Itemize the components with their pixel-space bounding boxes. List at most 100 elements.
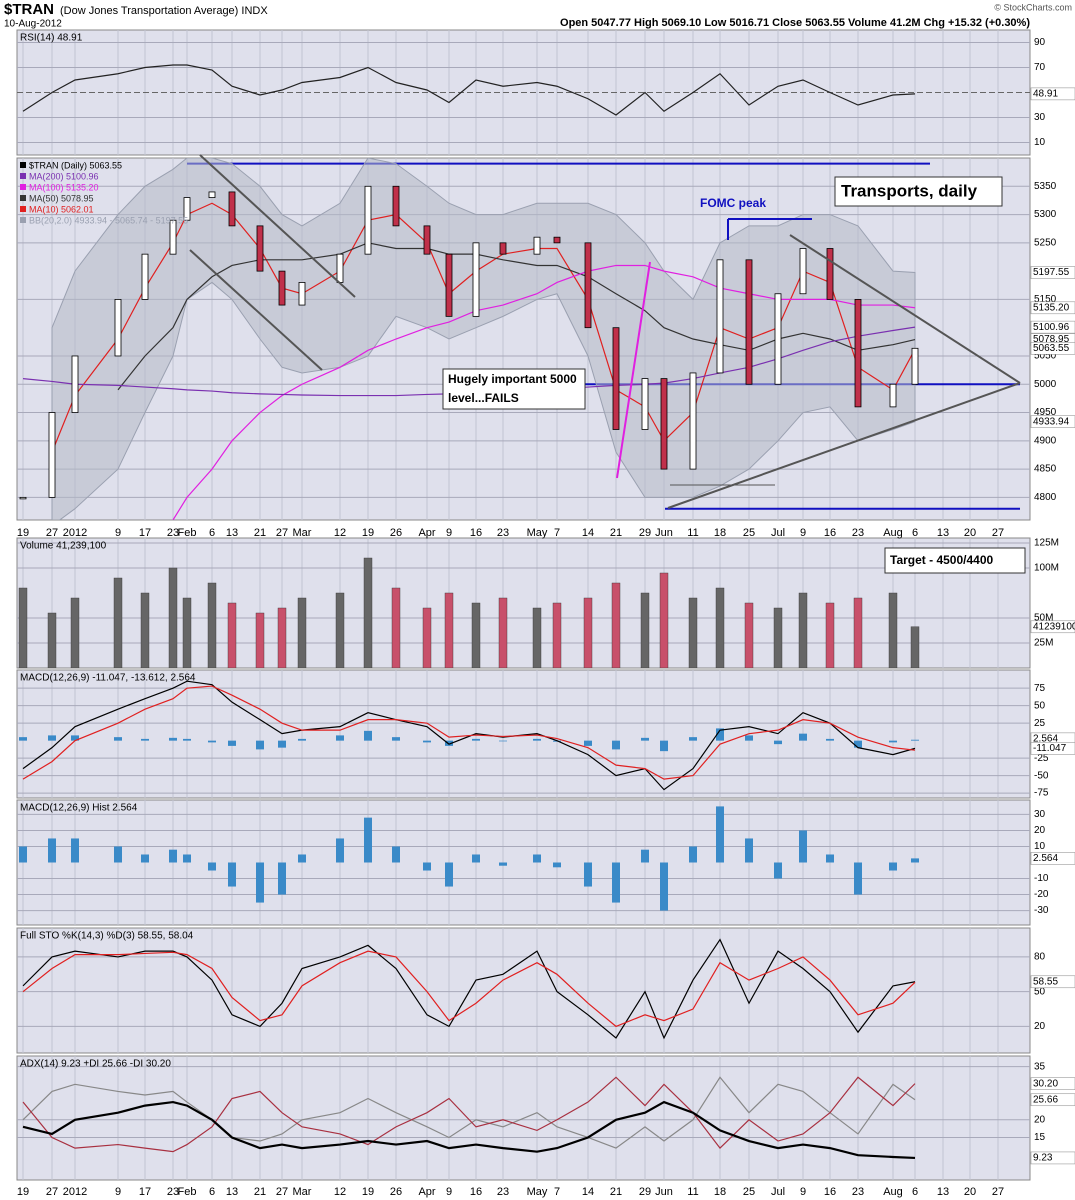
panels: 10 30 70 90 48.91 RSI(14) 48.91 4800 4850 4900 49… [16, 29, 1075, 1198]
line [22, 950, 916, 1028]
annotation: FOMC peak [700, 196, 766, 210]
histogram-bar [716, 728, 724, 741]
x-tick-label: 19 [362, 527, 374, 539]
x-tick-label: 2012 [63, 527, 87, 539]
histogram-bar [553, 862, 561, 868]
histogram-bar [445, 862, 453, 887]
histogram-bar [889, 862, 897, 871]
tag-label: 5078.95 [1033, 334, 1070, 345]
credit: © StockCharts.com [994, 2, 1072, 12]
y-tick-label: 20 [1034, 825, 1046, 836]
y-tick-label: -25 [1034, 753, 1049, 764]
volume-bar [640, 592, 650, 668]
legend-entry: MA(50) 5078.95 [29, 193, 94, 203]
x-tick-label: Jul [771, 527, 785, 539]
histogram-bar [799, 733, 807, 741]
line [22, 1100, 916, 1160]
bollinger-band [51, 158, 916, 520]
trend-line [616, 261, 651, 479]
volume-bar [182, 597, 192, 668]
y-tick-label: 30 [1034, 112, 1046, 123]
tag-label: -11.047 [1033, 743, 1067, 754]
candle [169, 219, 177, 255]
histogram-bar [114, 846, 122, 863]
y-tick-label: 50M [1034, 613, 1053, 624]
histogram-bar [584, 740, 592, 746]
legend-swatch [20, 162, 26, 168]
x-tick-label: 29 [639, 1186, 651, 1198]
plot [17, 800, 1030, 925]
x-tick-label: 27 [46, 1186, 58, 1198]
candle [208, 191, 216, 198]
panel-title: Volume 41,239,100 [20, 541, 107, 552]
y-tick-label: 80 [1034, 952, 1046, 963]
candle [278, 270, 286, 306]
candle [774, 293, 782, 385]
histogram-bar [826, 738, 834, 741]
x-tick-label: 16 [824, 1186, 836, 1198]
x-tick-label: 23 [167, 527, 179, 539]
y-tick-label: 10 [1034, 841, 1046, 852]
volume-bar [471, 602, 481, 668]
volume-bar [910, 626, 920, 668]
candle [499, 242, 507, 255]
x-tick-label: 21 [254, 527, 266, 539]
annotation-box [884, 547, 1026, 574]
x-tick-label: 27 [992, 527, 1004, 539]
x-tick-label: 6 [209, 527, 215, 539]
date: 10-Aug-2012 [4, 19, 62, 30]
candle [745, 259, 753, 385]
x-tick-label: Jun [655, 527, 673, 539]
volume-bar [611, 582, 621, 668]
tag-label: 9.23 [1033, 1153, 1053, 1164]
histogram-bar [689, 846, 697, 863]
channel-line [189, 249, 323, 371]
tag-label: 30.20 [1033, 1078, 1058, 1089]
plot [17, 670, 1030, 798]
candle [392, 185, 400, 227]
volume-bar [688, 597, 698, 668]
x-tick-label: Mar [293, 1186, 312, 1198]
volume-bar [825, 602, 835, 668]
histogram-bar [228, 740, 236, 746]
histogram-bar [445, 740, 453, 746]
candle [799, 248, 807, 295]
histogram-bar [392, 737, 400, 741]
histogram-bar [660, 862, 668, 911]
x-tick-label: 9 [115, 1186, 121, 1198]
annotation-box [834, 176, 1003, 207]
volume-bar [297, 597, 307, 668]
panel-title: MACD(12,26,9) -11.047, -13.612, 2.564 [20, 673, 196, 684]
legend-entry: MA(200) 5100.96 [29, 171, 99, 181]
tag-label: 4933.94 [1033, 416, 1070, 427]
histogram-bar [298, 738, 306, 741]
x-tick-label: 6 [912, 1186, 918, 1198]
legend-swatch [20, 217, 26, 223]
y-tick-label: 4850 [1034, 464, 1057, 475]
x-tick-label: 11 [687, 527, 698, 539]
x-tick-label: 21 [610, 1186, 622, 1198]
histogram-bar [364, 817, 372, 863]
tag-box [1030, 1151, 1075, 1165]
y-tick-label: 4950 [1034, 407, 1057, 418]
histogram-bar [71, 735, 79, 741]
histogram-bar [911, 858, 919, 863]
histogram-bar [911, 739, 919, 741]
plot [17, 928, 1030, 1053]
candle [553, 236, 561, 244]
histogram-bar [298, 854, 306, 863]
histogram-bar [48, 838, 56, 863]
candle [689, 372, 697, 470]
x-tick-label: 19 [17, 1186, 29, 1198]
histogram-bar [774, 740, 782, 745]
histogram-bar [336, 838, 344, 863]
tag-box [1030, 342, 1075, 355]
y-tick-label: 50 [1034, 986, 1046, 997]
tag-box [1030, 1093, 1075, 1107]
legend-swatch [20, 184, 26, 190]
x-tick-label: Jun [655, 1186, 673, 1198]
symbol: $TRAN [4, 1, 54, 18]
histogram-bar [826, 854, 834, 863]
candle [19, 496, 27, 500]
